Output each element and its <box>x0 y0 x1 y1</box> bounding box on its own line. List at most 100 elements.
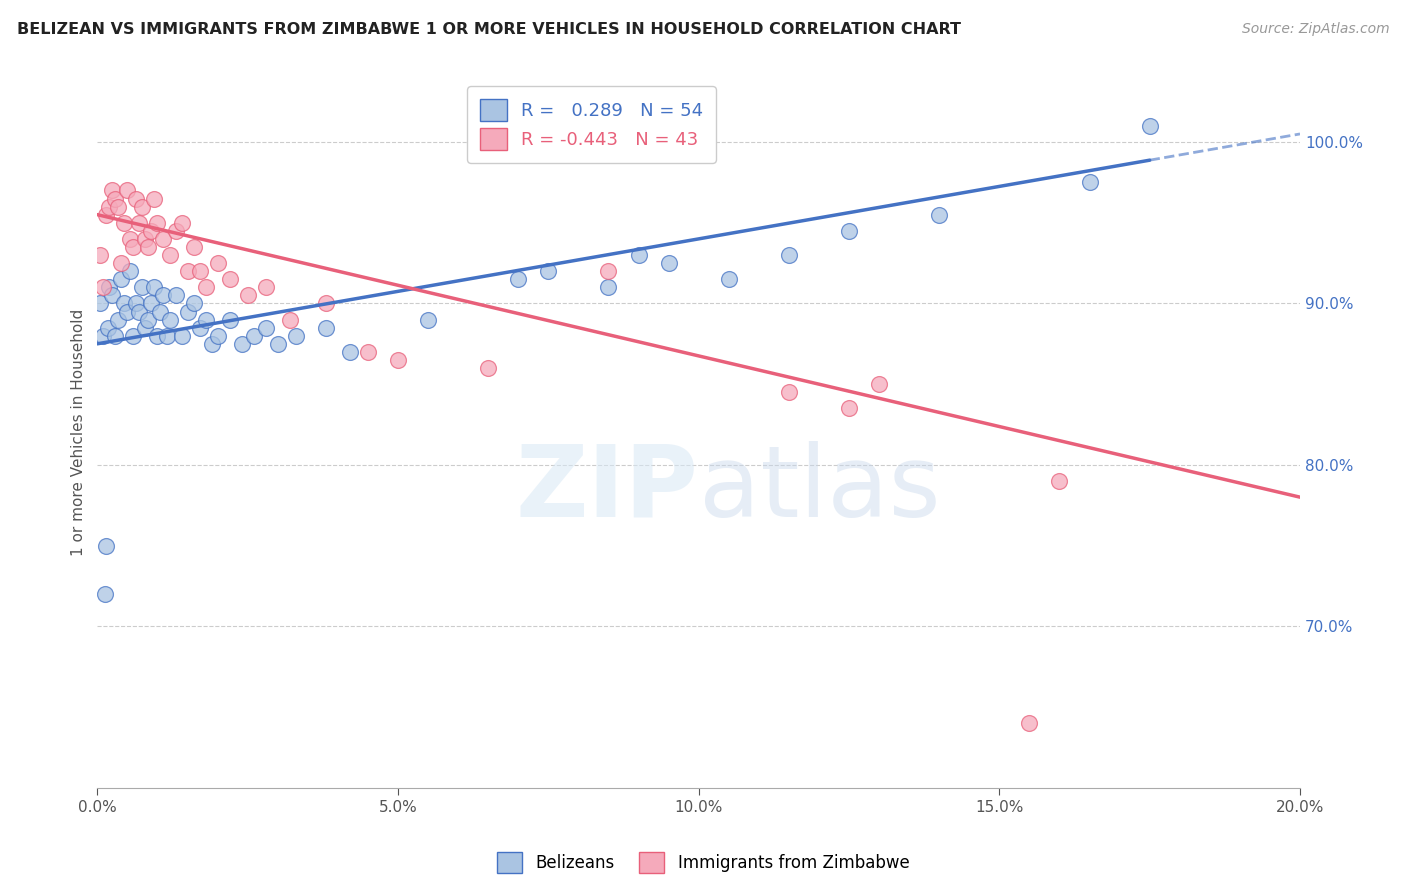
Point <box>627 248 650 262</box>
Point <box>134 320 156 334</box>
Point <box>101 184 124 198</box>
Point <box>149 304 172 318</box>
Point <box>218 312 240 326</box>
Point <box>89 248 111 262</box>
Point <box>508 272 530 286</box>
Point <box>416 312 439 326</box>
Point <box>128 216 150 230</box>
Point <box>236 288 259 302</box>
Point <box>339 344 361 359</box>
Point <box>188 264 211 278</box>
Point <box>194 312 217 326</box>
Point <box>134 232 156 246</box>
Legend: R =   0.289   N = 54, R = -0.443   N = 43: R = 0.289 N = 54, R = -0.443 N = 43 <box>467 87 716 163</box>
Point <box>110 256 132 270</box>
Point <box>146 328 169 343</box>
Point <box>117 304 139 318</box>
Point <box>152 288 174 302</box>
Point <box>176 304 198 318</box>
Point <box>155 328 177 343</box>
Point <box>93 328 115 343</box>
Point <box>117 184 139 198</box>
Point <box>96 208 118 222</box>
Point <box>1049 474 1071 488</box>
Point <box>141 296 163 310</box>
Point <box>183 240 205 254</box>
Point <box>143 192 166 206</box>
Point <box>315 320 337 334</box>
Point <box>254 320 277 334</box>
Point <box>125 296 148 310</box>
Point <box>93 280 115 294</box>
Point <box>104 192 127 206</box>
Point <box>128 304 150 318</box>
Legend: Belizeans, Immigrants from Zimbabwe: Belizeans, Immigrants from Zimbabwe <box>491 846 915 880</box>
Point <box>120 232 142 246</box>
Point <box>107 200 129 214</box>
Point <box>110 272 132 286</box>
Point <box>658 256 681 270</box>
Point <box>1078 175 1101 189</box>
Point <box>183 296 205 310</box>
Point <box>98 200 121 214</box>
Point <box>165 288 187 302</box>
Point <box>717 272 740 286</box>
Point <box>207 328 229 343</box>
Point <box>104 328 127 343</box>
Point <box>254 280 277 294</box>
Point <box>131 280 153 294</box>
Point <box>131 200 153 214</box>
Point <box>231 336 253 351</box>
Point <box>176 264 198 278</box>
Point <box>141 224 163 238</box>
Point <box>267 336 290 351</box>
Point <box>170 328 193 343</box>
Point <box>1139 119 1161 133</box>
Point <box>98 280 121 294</box>
Point <box>278 312 301 326</box>
Point <box>112 296 135 310</box>
Point <box>928 208 950 222</box>
Point <box>598 264 620 278</box>
Point <box>96 539 118 553</box>
Point <box>537 264 560 278</box>
Point <box>188 320 211 334</box>
Point <box>101 288 124 302</box>
Point <box>125 192 148 206</box>
Point <box>152 232 174 246</box>
Point <box>89 296 111 310</box>
Point <box>838 401 860 416</box>
Point <box>120 264 142 278</box>
Point <box>143 280 166 294</box>
Point <box>194 280 217 294</box>
Point <box>598 280 620 294</box>
Point <box>122 240 145 254</box>
Point <box>122 328 145 343</box>
Point <box>159 312 181 326</box>
Point <box>170 216 193 230</box>
Point <box>387 353 409 368</box>
Point <box>242 328 264 343</box>
Point <box>1018 716 1040 731</box>
Text: ZIP: ZIP <box>516 441 699 538</box>
Point <box>357 344 380 359</box>
Point <box>97 320 120 334</box>
Point <box>138 240 160 254</box>
Point <box>284 328 307 343</box>
Point <box>93 587 115 601</box>
Text: atlas: atlas <box>699 441 941 538</box>
Y-axis label: 1 or more Vehicles in Household: 1 or more Vehicles in Household <box>72 309 86 557</box>
Point <box>868 377 890 392</box>
Text: Source: ZipAtlas.com: Source: ZipAtlas.com <box>1241 22 1389 37</box>
Point <box>778 385 800 400</box>
Point <box>315 296 337 310</box>
Point <box>112 216 135 230</box>
Point <box>207 256 229 270</box>
Point <box>165 224 187 238</box>
Point <box>201 336 224 351</box>
Point <box>218 272 240 286</box>
Text: BELIZEAN VS IMMIGRANTS FROM ZIMBABWE 1 OR MORE VEHICLES IN HOUSEHOLD CORRELATION: BELIZEAN VS IMMIGRANTS FROM ZIMBABWE 1 O… <box>17 22 960 37</box>
Point <box>146 216 169 230</box>
Point <box>477 361 499 376</box>
Point <box>138 312 160 326</box>
